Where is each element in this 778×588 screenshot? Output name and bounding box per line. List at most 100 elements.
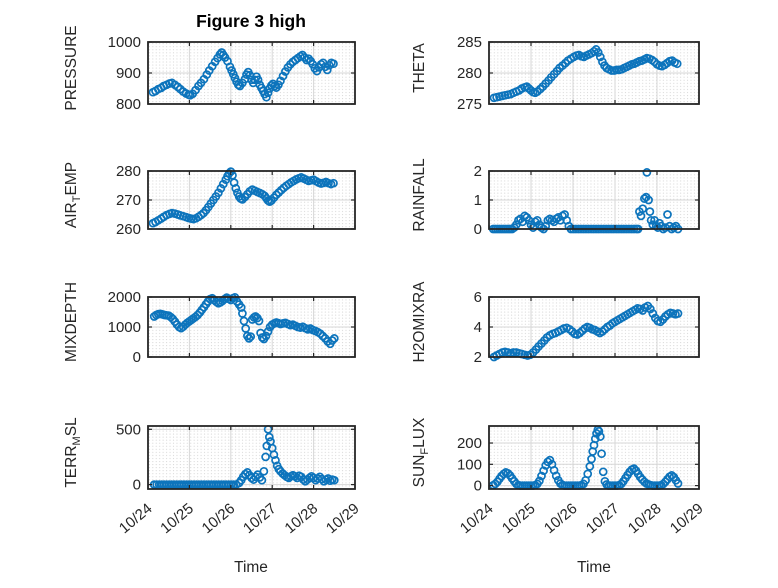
y-axis-label: MIXDEPTH: [63, 282, 80, 362]
data-point: [590, 434, 600, 444]
tick-marks: [147, 170, 356, 230]
subplot-mixdepth: 0 1000 2000 MIXDEPTH: [63, 282, 356, 366]
y-tick-label: 1000: [108, 34, 141, 51]
data-points: [148, 167, 338, 228]
tick-marks: [147, 41, 356, 105]
y-axis-label: TERRMSL: [63, 417, 83, 488]
major-grid: [489, 171, 699, 229]
data-point: [259, 466, 269, 476]
data-point: [629, 464, 639, 473]
data-point: [263, 88, 273, 98]
tick-marks: [488, 426, 700, 489]
x-tick-label: 10/25: [499, 500, 539, 537]
subplot-theta: 275 280 285 THETA: [411, 34, 700, 113]
y-tick-label: 0: [133, 349, 141, 366]
x-tick-label: 10/27: [583, 500, 623, 537]
y-tick-label: 500: [116, 421, 141, 438]
data-point: [583, 469, 593, 479]
y-tick-label: 2: [474, 349, 482, 366]
data-point: [545, 455, 555, 465]
data-point: [597, 449, 606, 459]
data-point: [644, 195, 653, 205]
x-tick-label: 10/28: [281, 500, 321, 537]
data-point: [595, 432, 605, 441]
x-tick-label: 10/24: [116, 500, 156, 537]
data-point: [532, 215, 542, 225]
y-tick-label: 280: [457, 65, 482, 82]
data-point: [214, 188, 223, 198]
data-point: [218, 179, 228, 189]
x-tick-label: 10/28: [625, 500, 665, 537]
x-tick-label: 10/26: [199, 500, 239, 537]
data-point: [253, 75, 263, 85]
data-point: [244, 334, 254, 343]
data-point: [278, 71, 288, 81]
data-point: [663, 210, 672, 219]
data-points: [149, 292, 339, 349]
x-tick-label: 10/25: [157, 500, 197, 537]
data-point: [490, 479, 500, 489]
y-tick-label: 100: [457, 456, 482, 473]
data-point: [322, 65, 332, 75]
y-tick-label: 0: [474, 478, 482, 495]
tick-marks: [147, 296, 356, 358]
y-tick-label: 1: [474, 192, 482, 209]
x-tick-label: 10/29: [667, 500, 707, 537]
figure-title: Figure 3 high: [196, 11, 306, 31]
data-point: [286, 59, 295, 69]
y-tick-label: 0: [474, 221, 482, 238]
subplot-pressure: 800 900 1000 PRESSURE: [63, 25, 356, 113]
data-point: [270, 81, 280, 91]
x-tick-label: 10/27: [240, 500, 280, 537]
data-point: [645, 304, 655, 314]
data-point: [593, 48, 603, 57]
x-tick-label: 10/24: [457, 500, 497, 537]
data-point: [640, 194, 649, 203]
data-point: [673, 309, 683, 318]
data-point: [503, 468, 513, 478]
data-point: [216, 184, 226, 193]
y-tick-label: 270: [116, 192, 141, 209]
data-point: [551, 471, 561, 481]
data-point: [658, 479, 668, 489]
data-point: [329, 334, 339, 343]
y-axis-label: RAINFALL: [411, 158, 428, 232]
data-point: [595, 52, 605, 62]
tick-marks: [488, 41, 700, 105]
tick-marks: [147, 426, 356, 489]
y-tick-label: 4: [474, 319, 482, 336]
data-point: [509, 348, 518, 357]
data-point: [642, 168, 652, 177]
y-tick-label: 285: [457, 34, 482, 51]
subplot-terrmsl: 0 500 TERRMSL 10/24 10/25 10/26 10/27 10/28 10/2…: [63, 417, 363, 537]
data-point: [667, 471, 677, 480]
y-tick-label: 1000: [108, 319, 141, 336]
data-points: [149, 424, 339, 489]
data-point: [262, 92, 271, 102]
y-tick-label: 280: [116, 163, 141, 180]
tick-marks: [488, 296, 700, 358]
data-point: [327, 336, 337, 345]
data-point: [329, 178, 338, 188]
data-point: [537, 471, 546, 481]
data-point: [672, 59, 682, 69]
axes-box: [147, 425, 356, 490]
y-axis-label: PRESSURE: [63, 25, 80, 110]
data-point: [264, 432, 274, 442]
time-axis-label-left: Time: [234, 559, 268, 576]
data-point: [539, 466, 548, 476]
data-point: [589, 46, 599, 56]
data-point: [274, 188, 284, 197]
tick-marks: [488, 170, 700, 230]
x-tick-label: 10/26: [541, 500, 581, 537]
data-point: [263, 327, 273, 336]
y-tick-label: 900: [116, 65, 141, 82]
data-point: [638, 204, 648, 214]
data-point: [246, 332, 256, 341]
data-point: [594, 426, 604, 436]
data-point: [240, 469, 250, 479]
data-point: [329, 59, 338, 69]
